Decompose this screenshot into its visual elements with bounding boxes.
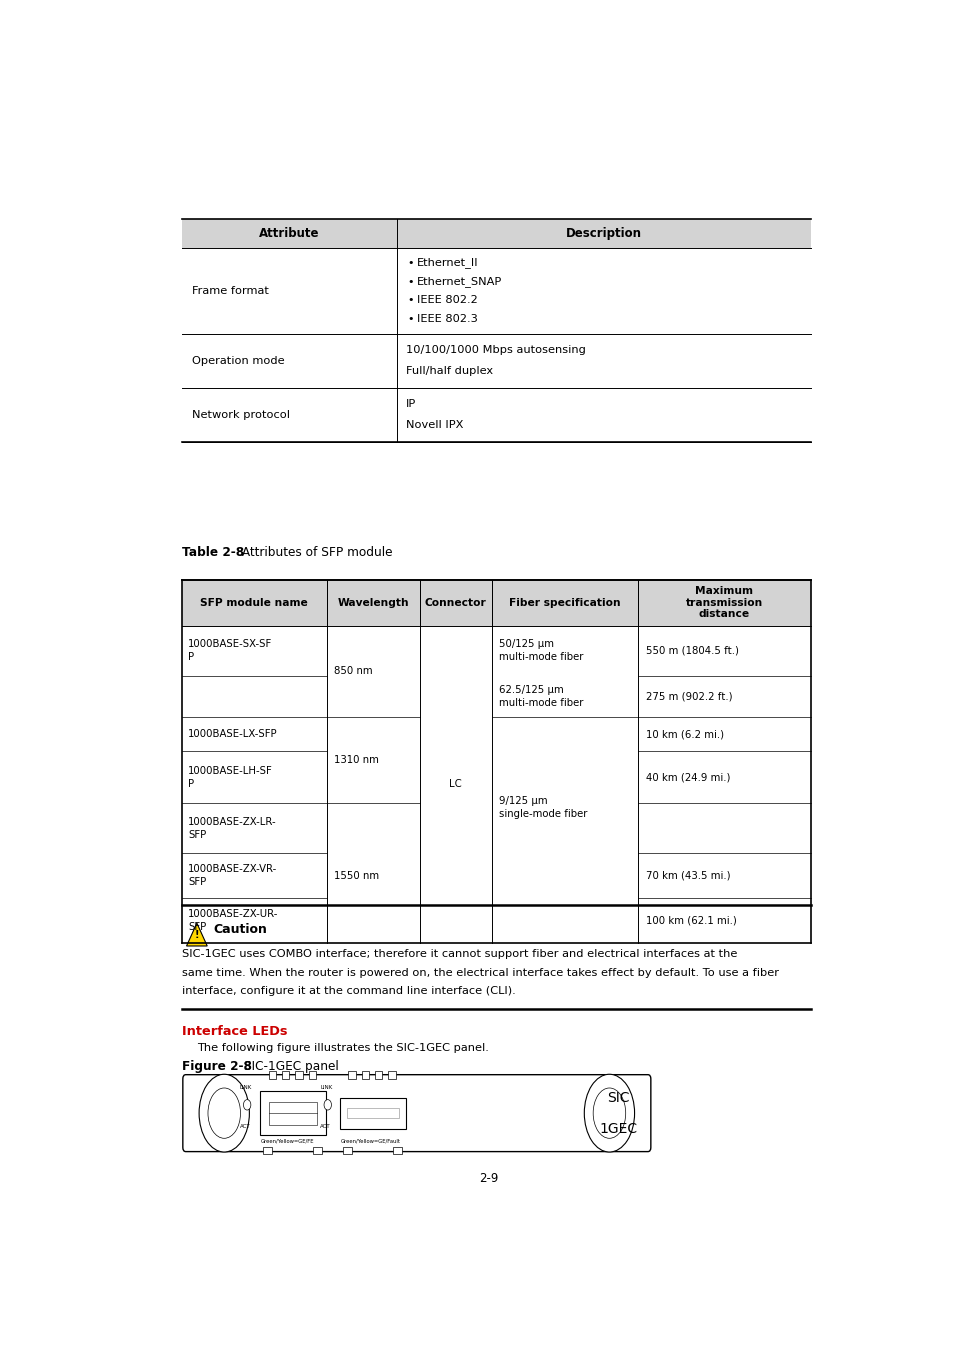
- Circle shape: [243, 1100, 251, 1110]
- Bar: [182, 580, 810, 625]
- Text: 850 nm: 850 nm: [334, 667, 373, 676]
- Bar: [263, 1148, 272, 1154]
- Text: SFP module name: SFP module name: [200, 598, 308, 608]
- Text: interface, configure it at the command line interface (CLI).: interface, configure it at the command l…: [182, 987, 516, 996]
- Text: Network protocol: Network protocol: [192, 409, 290, 420]
- Text: •: •: [407, 277, 414, 286]
- Text: 100 km (62.1 mi.): 100 km (62.1 mi.): [645, 915, 736, 925]
- Text: same time. When the router is powered on, the electrical interface takes effect : same time. When the router is powered on…: [182, 968, 779, 977]
- Text: 1GEC: 1GEC: [598, 1122, 637, 1135]
- Text: 70 km (43.5 mi.): 70 km (43.5 mi.): [645, 871, 730, 880]
- Text: Attribute: Attribute: [259, 227, 319, 240]
- Text: 2-9: 2-9: [478, 1172, 498, 1185]
- Bar: [393, 1148, 401, 1154]
- Text: Green/Yellow=GE/FE: Green/Yellow=GE/FE: [261, 1138, 314, 1143]
- Text: •: •: [407, 258, 414, 267]
- Bar: [388, 1071, 395, 1079]
- Ellipse shape: [199, 1075, 249, 1152]
- Bar: [182, 219, 810, 248]
- Bar: [347, 1108, 398, 1118]
- Text: !: !: [194, 930, 199, 940]
- Text: IEEE 802.2: IEEE 802.2: [416, 296, 477, 305]
- Ellipse shape: [593, 1088, 625, 1138]
- FancyBboxPatch shape: [183, 1075, 650, 1152]
- Text: SIC-1GEC uses COMBO interface; therefore it cannot support fiber and electrical : SIC-1GEC uses COMBO interface; therefore…: [182, 949, 737, 958]
- Text: 9/125 μm
single-mode fiber: 9/125 μm single-mode fiber: [498, 796, 587, 818]
- Text: ACT: ACT: [239, 1123, 250, 1129]
- Text: 1000BASE-LH-SF
P: 1000BASE-LH-SF P: [188, 767, 273, 788]
- Text: 10/100/1000 Mbps autosensing: 10/100/1000 Mbps autosensing: [406, 346, 585, 355]
- Polygon shape: [187, 923, 207, 946]
- Text: Caution: Caution: [213, 923, 267, 936]
- Text: 1000BASE-SX-SF
P: 1000BASE-SX-SF P: [188, 640, 272, 662]
- Text: IP: IP: [406, 400, 416, 409]
- Text: Figure 2-8: Figure 2-8: [182, 1060, 252, 1073]
- Text: 1550 nm: 1550 nm: [334, 871, 378, 880]
- Bar: [313, 1148, 321, 1154]
- Bar: [259, 1091, 326, 1135]
- Text: LINK: LINK: [239, 1085, 252, 1091]
- Text: SIC: SIC: [606, 1091, 629, 1104]
- Bar: [343, 1148, 352, 1154]
- Text: Frame format: Frame format: [192, 286, 269, 296]
- Text: 40 km (24.9 mi.): 40 km (24.9 mi.): [645, 772, 729, 783]
- Bar: [269, 1102, 317, 1125]
- Text: 1000BASE-LX-SFP: 1000BASE-LX-SFP: [188, 729, 277, 740]
- Bar: [308, 1071, 315, 1079]
- Circle shape: [324, 1100, 331, 1110]
- Text: 1310 nm: 1310 nm: [334, 755, 378, 765]
- Bar: [348, 1071, 355, 1079]
- Text: Description: Description: [565, 227, 640, 240]
- Text: LC: LC: [449, 779, 461, 790]
- Bar: [282, 1071, 289, 1079]
- Text: Wavelength: Wavelength: [337, 598, 409, 608]
- Text: Green/Yellow=GE/Fault: Green/Yellow=GE/Fault: [341, 1138, 400, 1143]
- Bar: [375, 1071, 382, 1079]
- Text: Fiber specification: Fiber specification: [509, 598, 620, 608]
- Text: 275 m (902.2 ft.): 275 m (902.2 ft.): [645, 691, 732, 701]
- Text: Ethernet_SNAP: Ethernet_SNAP: [416, 277, 502, 288]
- Ellipse shape: [208, 1088, 240, 1138]
- Text: LINK: LINK: [320, 1085, 333, 1091]
- Text: Attributes of SFP module: Attributes of SFP module: [238, 547, 393, 559]
- Text: Ethernet_II: Ethernet_II: [416, 258, 478, 269]
- Text: 1000BASE-ZX-UR-
SFP: 1000BASE-ZX-UR- SFP: [188, 909, 278, 931]
- Ellipse shape: [583, 1075, 634, 1152]
- Text: Operation mode: Operation mode: [192, 355, 284, 366]
- Text: Table 2-8: Table 2-8: [182, 547, 244, 559]
- Text: Interface LEDs: Interface LEDs: [182, 1025, 287, 1038]
- Text: 10 km (6.2 mi.): 10 km (6.2 mi.): [645, 729, 723, 740]
- Text: 1000BASE-ZX-LR-
SFP: 1000BASE-ZX-LR- SFP: [188, 817, 276, 840]
- Bar: [339, 1098, 406, 1129]
- Text: The following figure illustrates the SIC-1GEC panel.: The following figure illustrates the SIC…: [196, 1044, 488, 1053]
- Text: •: •: [407, 296, 414, 305]
- Text: IEEE 802.3: IEEE 802.3: [416, 315, 477, 324]
- Text: 62.5/125 μm
multi-mode fiber: 62.5/125 μm multi-mode fiber: [498, 684, 583, 707]
- Bar: [361, 1071, 369, 1079]
- Bar: [294, 1071, 302, 1079]
- Text: •: •: [407, 315, 414, 324]
- Text: 550 m (1804.5 ft.): 550 m (1804.5 ft.): [645, 645, 738, 656]
- Text: 1000BASE-ZX-VR-
SFP: 1000BASE-ZX-VR- SFP: [188, 864, 277, 887]
- Text: Maximum
transmission
distance: Maximum transmission distance: [685, 586, 762, 620]
- Text: Full/half duplex: Full/half duplex: [406, 366, 493, 375]
- Text: SIC-1GEC panel: SIC-1GEC panel: [239, 1060, 338, 1073]
- Bar: [269, 1071, 275, 1079]
- Text: ACT: ACT: [320, 1123, 331, 1129]
- Text: 50/125 μm
multi-mode fiber: 50/125 μm multi-mode fiber: [498, 640, 583, 662]
- Text: Connector: Connector: [424, 598, 486, 608]
- Text: Novell IPX: Novell IPX: [406, 420, 463, 431]
